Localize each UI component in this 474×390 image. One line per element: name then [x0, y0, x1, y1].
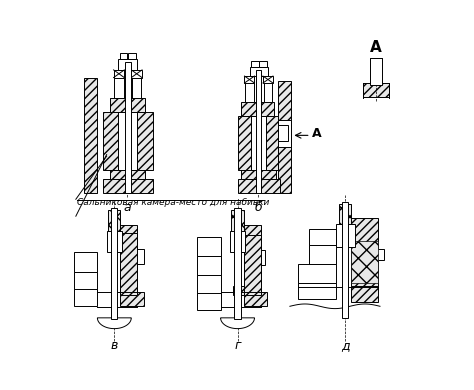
Bar [198, 256, 220, 275]
Bar [231, 210, 244, 233]
Bar [309, 245, 336, 264]
Bar [237, 179, 280, 193]
Bar [128, 53, 136, 59]
Bar [309, 229, 336, 245]
Bar [103, 179, 153, 193]
Bar [120, 292, 144, 306]
Bar [74, 252, 97, 272]
Bar [198, 237, 220, 256]
Text: А: А [370, 39, 382, 55]
Bar [137, 112, 153, 170]
Bar [278, 120, 292, 147]
Bar [120, 225, 137, 295]
Bar [241, 170, 276, 179]
Bar [244, 235, 261, 295]
Bar [125, 62, 130, 193]
Bar [241, 102, 273, 116]
Bar [132, 75, 141, 98]
Text: в: в [110, 339, 118, 353]
Bar [352, 241, 378, 283]
Bar [363, 83, 389, 97]
Bar [278, 125, 288, 141]
Bar [342, 202, 348, 318]
Bar [256, 70, 261, 193]
Bar [245, 76, 255, 83]
Bar [233, 285, 244, 295]
Bar [244, 250, 265, 266]
Bar [237, 116, 251, 170]
Bar [74, 289, 97, 306]
Bar [118, 59, 137, 70]
Bar [118, 112, 137, 170]
Polygon shape [220, 318, 255, 329]
Bar [251, 116, 266, 170]
Bar [110, 170, 145, 179]
Bar [114, 70, 124, 78]
Bar [370, 58, 383, 85]
Bar [198, 275, 220, 295]
Text: д: д [341, 339, 350, 353]
Text: А: А [312, 126, 322, 140]
Bar [108, 210, 120, 233]
Bar [230, 231, 245, 252]
Text: г: г [234, 339, 241, 353]
Bar [83, 78, 97, 193]
Bar [336, 224, 355, 247]
Bar [259, 62, 267, 67]
Bar [278, 82, 292, 193]
Bar [244, 292, 267, 306]
Text: б: б [255, 201, 262, 214]
Bar [298, 264, 336, 283]
Bar [107, 231, 122, 252]
Bar [114, 75, 124, 98]
Bar [352, 248, 384, 260]
Bar [120, 53, 128, 59]
Bar [111, 208, 118, 319]
Text: а: а [124, 201, 131, 214]
Bar [339, 204, 352, 225]
Text: Сальниковая камера-место для набивки: Сальниковая камера-место для набивки [77, 199, 270, 207]
Bar [103, 112, 118, 170]
Bar [120, 248, 144, 264]
Bar [250, 67, 267, 76]
Polygon shape [97, 318, 131, 329]
Bar [264, 81, 272, 102]
Bar [120, 233, 137, 295]
Bar [74, 272, 97, 291]
Bar [251, 62, 259, 67]
Bar [370, 58, 383, 85]
Bar [352, 285, 378, 302]
Bar [245, 81, 254, 102]
Bar [110, 98, 145, 112]
Bar [298, 283, 336, 299]
Bar [263, 76, 273, 83]
Bar [131, 70, 142, 78]
Bar [198, 293, 220, 310]
Bar [244, 225, 261, 295]
Bar [352, 218, 378, 287]
Bar [235, 208, 241, 319]
Bar [266, 116, 278, 170]
Bar [363, 83, 389, 97]
